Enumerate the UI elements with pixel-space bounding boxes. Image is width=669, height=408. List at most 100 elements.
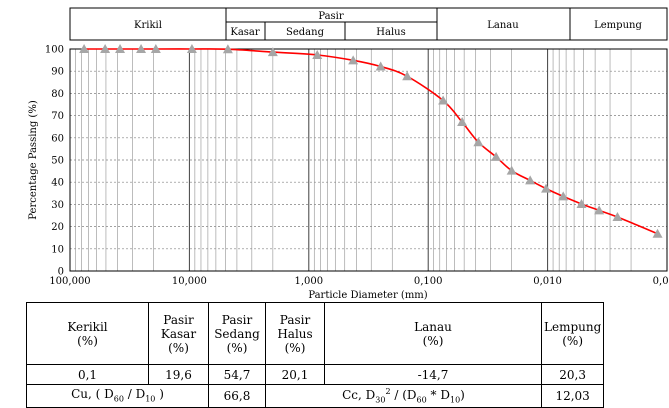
data-point-marker [612,212,623,222]
halus-label: Pasir [279,312,311,327]
lempung-label: Lempung [544,319,602,334]
data-point-marker [473,137,484,147]
data-point-marker [402,71,413,81]
x-tick-label: 100,000 [49,276,90,287]
halus-value: 20,1 [265,364,325,385]
y-tick-label: 100 [45,45,64,56]
sedang-unit: (%) [226,340,248,355]
krikil-unit: (%) [77,333,98,348]
lanau-unit: (%) [422,333,444,348]
y-tick-label: 0 [58,267,64,278]
halus-label2: Halus [277,326,313,341]
y-axis-label: Percentage Passing (%) [28,100,39,220]
header-kasar: Kasar [230,27,260,38]
cc-value: 12,03 [540,383,605,408]
data-point-marker [222,44,233,54]
cc-sub1: 30 [375,395,386,405]
krikil-value: 0,1 [26,364,149,385]
data-point-marker [506,165,517,175]
y-tick-label: 10 [51,244,64,255]
y-tick-label: 50 [51,156,64,167]
krikil-label: Kerikil [67,319,108,334]
series-line [84,48,658,235]
data-point-marker [312,49,323,59]
cc-mid2: * D [426,388,450,402]
y-tick-label: 80 [51,89,64,100]
header-lempung: Lempung [594,20,642,31]
y-tick-label: 60 [51,133,64,144]
header-pasir: Pasir [318,11,344,22]
grid [69,49,668,271]
sedang-label: Pasir [221,312,253,327]
y-ticks: 0 10 20 30 40 50 60 70 80 90 100 [45,45,64,278]
data-point-marker [150,44,161,53]
y-tick-label: 40 [51,178,64,189]
data-point-marker [348,55,359,65]
x-tick-label: 0,001 [653,276,669,287]
halus-unit: (%) [284,340,306,355]
cu-value: 66,8 [208,383,266,408]
data-point-marker [136,44,147,53]
y-tick-label: 70 [51,111,64,122]
cell-kasar-head: Pasir Kasar (%) [148,302,209,365]
data-point-marker [594,205,605,215]
data-point-marker [79,44,90,53]
grain-size-chart: Krikil Pasir Kasar Sedang Halus Lanau Le… [28,7,669,301]
cu-sub1: 60 [113,393,124,403]
cc-sub2: 60 [416,395,427,405]
sedang-value: 54,7 [208,364,266,385]
cc-sub3: 10 [449,395,461,405]
data-point-marker [576,198,587,208]
lanau-label: Lanau [414,319,452,334]
y-tick-label: 30 [51,200,64,211]
cell-krikil-head: Kerikil (%) [26,302,149,365]
kasar-value: 19,6 [148,364,209,385]
results-table: Kerikil (%) Pasir Kasar (%) Pasir Sedang… [26,302,605,408]
cc-formula: Cc, D302 / (D60 * D10) [265,383,542,408]
y-tick-label: 90 [51,67,64,78]
x-tick-label: 1,000 [294,276,323,287]
data-point-marker [541,183,552,193]
data-point-marker [115,44,126,53]
lempung-value: 20,3 [540,364,605,385]
classification-header [69,7,668,41]
lanau-value: -14,7 [324,364,542,385]
kasar-label: Pasir [163,312,194,327]
data-point-marker [100,44,111,53]
x-tick-label: 0,100 [414,276,443,287]
header-halus: Halus [376,27,405,38]
header-lanau: Lanau [487,20,519,31]
cu-formula: Cu, ( D60 / D10 ) [26,383,209,408]
cu-sub2: 10 [145,393,156,403]
plot-area [69,48,668,272]
x-ticks: 100,000 10,000 1,000 0,100 0,010 0,001 [49,276,669,287]
cu-suffix: ) [155,386,164,401]
lempung-unit: (%) [562,333,584,348]
x-tick-label: 0,010 [533,276,562,287]
data-point-marker [525,175,536,185]
data-point-marker [267,47,278,57]
cu-mid: / D [123,386,146,401]
cell-sedang-head: Pasir Sedang (%) [208,302,266,365]
cell-halus-head: Pasir Halus (%) [265,302,325,365]
cc-sup: 2 [385,387,391,396]
data-point-marker [438,95,449,105]
x-axis-label: Particle Diameter (mm) [308,290,427,301]
cc-prefix: Cc, D [342,388,376,402]
header-sedang: Sedang [286,27,325,38]
kasar-unit: Kasar (%) [160,326,197,355]
series [79,44,663,238]
cc-suffix: ) [460,388,465,402]
cell-lempung-head: Lempung (%) [540,302,605,365]
cu-prefix: Cu, ( D [71,386,114,401]
data-point-marker [186,44,197,53]
data-point-marker [652,228,663,238]
data-point-marker [375,61,386,71]
data-point-marker [491,151,502,161]
data-point-marker [558,191,569,201]
x-tick-label: 10,000 [172,276,207,287]
header-krikil: Krikil [134,20,162,31]
sedang-label2: Sedang [214,326,260,341]
cc-mid1: / (D [390,388,417,402]
y-tick-label: 20 [51,222,64,233]
